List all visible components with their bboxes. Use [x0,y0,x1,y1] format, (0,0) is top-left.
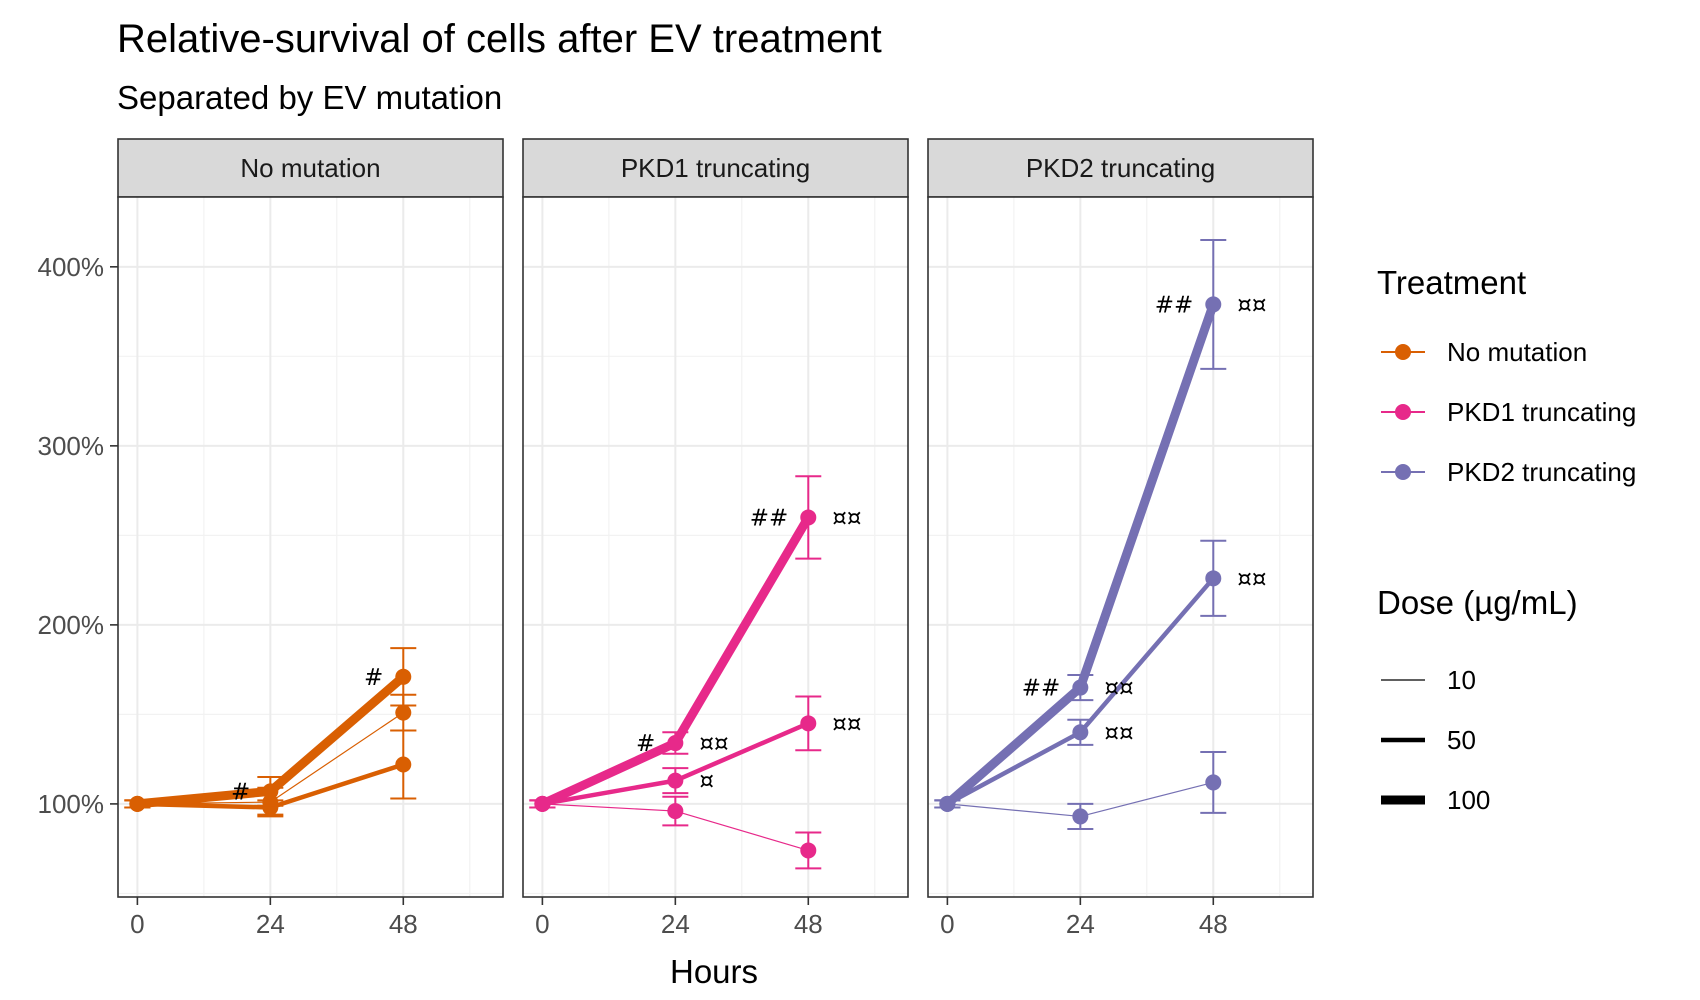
significance-annotation: ¤¤ [1104,720,1133,746]
data-point [395,705,411,721]
y-tick-label: 300% [38,431,105,461]
y-tick-label: 100% [38,789,105,819]
data-point [800,509,816,525]
legend-key-point [1395,344,1411,360]
data-point [534,796,550,812]
plot-background [118,197,503,897]
x-tick-label: 48 [1199,909,1228,939]
significance-annotation: # [231,779,250,805]
legend-label: No mutation [1447,337,1587,367]
chart-title: Relative-survival of cells after EV trea… [117,17,882,61]
legend: Treatment Dose (µg/mL) No mutation PKD1 t… [1377,264,1636,815]
legend-label: 50 [1447,725,1476,755]
legend-title-treatment: Treatment [1377,264,1526,301]
strip-label-pkd2-truncating: PKD2 truncating [1026,153,1215,183]
x-tick-label: 48 [794,909,823,939]
significance-annotation: ## [1155,292,1194,318]
y-tick-label: 400% [38,252,105,282]
x-tick-label: 0 [535,909,549,939]
data-point [1072,724,1088,740]
data-point [395,669,411,685]
x-tick-label: 0 [940,909,954,939]
strip-label-pkd1-truncating: PKD1 truncating [621,153,810,183]
legend-item-dose-10: 10 [1381,665,1476,695]
chart-subtitle: Separated by EV mutation [117,79,502,116]
legend-label: PKD2 truncating [1447,457,1636,487]
data-point [262,783,278,799]
legend-item-no-mutation: No mutation [1381,337,1587,367]
significance-annotation: ¤¤ [1237,292,1266,318]
legend-key-point [1395,404,1411,420]
data-point [667,735,683,751]
data-point [939,796,955,812]
significance-annotation: ## [750,505,789,531]
x-tick-label: 0 [130,909,144,939]
legend-label: PKD1 truncating [1447,397,1636,427]
x-tick-label: 24 [1066,909,1095,939]
y-tick-label: 200% [38,610,105,640]
data-point [667,773,683,789]
data-point [1205,570,1221,586]
significance-annotation: ¤¤ [699,731,728,757]
data-point [129,796,145,812]
data-point [1205,296,1221,312]
data-point [1072,808,1088,824]
significance-annotation: ¤ [699,769,714,795]
x-tick-label: 48 [389,909,418,939]
significance-annotation: ¤¤ [1237,566,1266,592]
legend-title-dose: Dose (µg/mL) [1377,584,1578,621]
x-axis-title: Hours [670,953,758,990]
significance-annotation: # [364,665,383,691]
legend-item-pkd2-truncating: PKD2 truncating [1381,457,1636,487]
data-point [800,715,816,731]
data-point [1205,774,1221,790]
x-tick-label: 24 [256,909,285,939]
data-point [395,757,411,773]
data-point [667,803,683,819]
x-tick-label: 24 [661,909,690,939]
legend-item-pkd1-truncating: PKD1 truncating [1381,397,1636,427]
significance-annotation: ¤¤ [1104,676,1133,702]
legend-label: 10 [1447,665,1476,695]
plot-background [523,197,908,897]
legend-key-point [1395,464,1411,480]
significance-annotation: ¤¤ [832,505,861,531]
strip-label-no-mutation: No mutation [240,153,380,183]
legend-label: 100 [1447,785,1490,815]
legend-item-dose-50: 50 [1381,725,1476,755]
significance-annotation: ¤¤ [832,711,861,737]
panel-pkd1-truncating: PKD1 truncating## ¤¤¤¤# ¤¤¤0 24 48 [523,139,908,939]
significance-annotation: # [636,731,655,757]
panel-no-mutation: No mutation # #0 24 48 100% 200% 300% 400% [38,139,504,939]
panel-pkd2-truncating: PKD2 truncating ## ¤¤ ¤¤ ## ¤¤ ¤¤ 0 24 48 [928,139,1313,939]
legend-item-dose-100: 100 [1381,785,1490,815]
data-point [800,842,816,858]
data-point [1072,680,1088,696]
significance-annotation: ## [1022,676,1061,702]
